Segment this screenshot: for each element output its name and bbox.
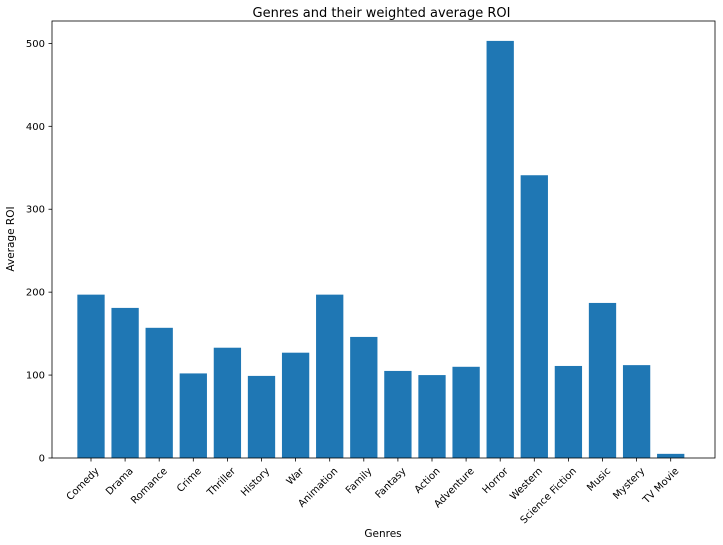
x-tick-label: Family (344, 466, 375, 497)
x-tick-label: TV Movie (641, 466, 682, 507)
bar-family (350, 336, 378, 458)
bar-war (281, 352, 310, 458)
bar-science-fiction (554, 365, 583, 458)
x-tick-label: Drama (104, 466, 136, 498)
x-tick-label: Fantasy (374, 466, 409, 501)
y-tick-label: 500 (26, 39, 45, 50)
x-axis-label: Genres (364, 528, 401, 540)
x-tick-label: War (285, 465, 307, 487)
bar-action (418, 375, 446, 458)
x-tick-label: Romance (129, 466, 170, 507)
bar-mystery (622, 365, 651, 458)
bars-group (77, 40, 685, 459)
x-tick-label: Action (413, 466, 443, 496)
chart-title: Genres and their weighted average ROI (253, 6, 511, 21)
bar-horror (486, 40, 514, 459)
y-tick-label: 300 (26, 205, 45, 216)
bar-tv-movie (657, 453, 685, 458)
bar-crime (179, 373, 207, 458)
plot-frame (51, 20, 716, 459)
bar-drama (111, 307, 139, 458)
x-tick-label: Horror (481, 465, 512, 496)
bar-comedy (77, 294, 105, 458)
bar-western (520, 175, 548, 459)
y-axis: 0 100 200 300 400 500 (26, 39, 52, 465)
bar-romance (145, 327, 173, 458)
x-tick-label: Crime (175, 466, 204, 495)
bar-fantasy (384, 370, 412, 458)
y-axis-label: Average ROI (5, 206, 17, 271)
y-tick-label: 100 (26, 371, 45, 382)
bar-thriller (213, 347, 242, 458)
x-tick-label: Thriller (205, 465, 239, 499)
x-tick-label: History (239, 466, 272, 499)
y-tick-label: 0 (39, 454, 45, 465)
bar-animation (316, 294, 344, 458)
y-tick-label: 200 (26, 288, 45, 299)
y-tick-label: 400 (26, 122, 45, 133)
bar-history (247, 375, 276, 458)
x-tick-label: Comedy (65, 466, 102, 503)
x-tick-label: Music (585, 466, 613, 494)
bar-music (588, 302, 617, 458)
bar-adventure (452, 366, 480, 458)
